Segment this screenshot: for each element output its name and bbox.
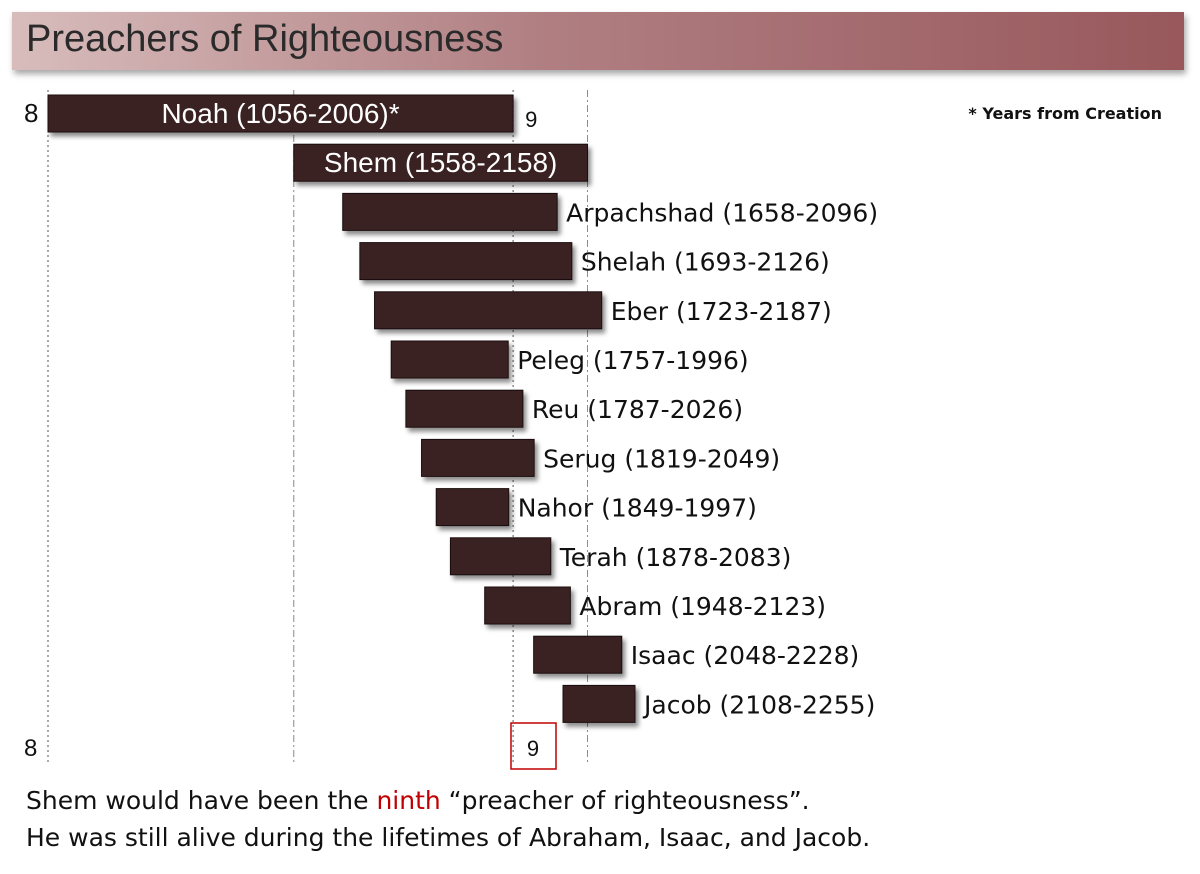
bar-label-nahor: Nahor (1849-1997) <box>518 494 757 523</box>
caption-line-2: He was still alive during the lifetimes … <box>26 823 871 852</box>
bar-label-isaac: Isaac (2048-2228) <box>631 641 860 670</box>
marker-bottom-right: 9 <box>527 736 539 761</box>
bar-label-shem: Shem (1558-2158) <box>324 147 557 178</box>
bar-peleg <box>390 340 509 379</box>
bar-label-noah: Noah (1056-2006)* <box>161 98 399 129</box>
note-years-from-creation: * Years from Creation <box>968 104 1162 123</box>
bar-terah <box>449 537 552 576</box>
marker-top-left: 8 <box>24 98 38 128</box>
bar-label-arpachshad: Arpachshad (1658-2096) <box>566 198 878 227</box>
bar-label-peleg: Peleg (1757-1996) <box>517 346 748 375</box>
marker-box <box>510 722 557 770</box>
bar-eber <box>374 291 603 330</box>
bar-isaac <box>533 635 623 674</box>
caption-highlight-ninth: ninth <box>376 786 441 815</box>
page-title: Preachers of Righteousness <box>26 18 504 60</box>
caption-line-1-after: “preacher of righteousness”. <box>440 786 810 815</box>
bar-jacob <box>562 684 636 723</box>
bar-noah <box>47 94 514 133</box>
marker-bottom-left: 8 <box>24 735 37 762</box>
bar-label-eber: Eber (1723-2187) <box>611 297 832 326</box>
bar-label-abram: Abram (1948-2123) <box>579 592 826 621</box>
bar-label-jacob: Jacob (2108-2255) <box>642 690 875 719</box>
bar-reu <box>405 389 524 428</box>
bar-shem <box>293 143 589 182</box>
bar-arpachshad <box>342 192 558 231</box>
bar-label-terah: Terah (1878-2083) <box>559 543 792 572</box>
bar-serug <box>421 438 535 477</box>
bar-label-shelah: Shelah (1693-2126) <box>581 248 830 277</box>
bar-nahor <box>435 488 510 527</box>
bar-abram <box>484 586 571 625</box>
title-bar: Preachers of Righteousness <box>12 12 1184 70</box>
caption-line-1: Shem would have been the ninth “preacher… <box>26 786 810 815</box>
bar-label-serug: Serug (1819-2049) <box>543 444 780 473</box>
marker-top-right: 9 <box>525 107 537 132</box>
caption-line-1-before: Shem would have been the <box>26 786 377 815</box>
bar-label-reu: Reu (1787-2026) <box>532 395 743 424</box>
bar-shelah <box>359 242 573 281</box>
